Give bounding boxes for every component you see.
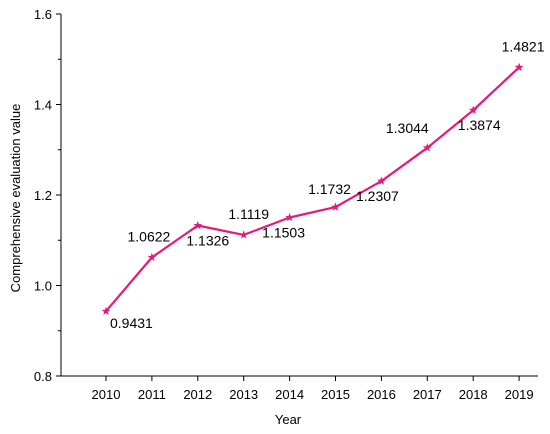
- data-label: 1.0622: [127, 228, 170, 244]
- data-label: 1.4821: [502, 38, 545, 54]
- x-tick-label: 2016: [367, 387, 396, 402]
- data-point-marker: [331, 202, 340, 211]
- x-tick-label: 2019: [505, 387, 534, 402]
- y-tick-label: 1.0: [34, 279, 52, 294]
- x-tick-label: 2015: [321, 387, 350, 402]
- data-point-marker: [468, 105, 478, 114]
- data-point-marker: [193, 220, 203, 230]
- data-point-marker: [514, 62, 524, 72]
- data-label: 1.3874: [458, 117, 501, 133]
- data-label: 1.1119: [228, 206, 269, 222]
- data-point-marker: [377, 176, 386, 185]
- x-axis-title: Year: [275, 412, 302, 427]
- series-line: [105, 66, 520, 312]
- y-axis-title: Comprehensive evaluation value: [8, 104, 23, 293]
- x-tick-label: 2012: [183, 387, 212, 402]
- x-tick-label: 2011: [138, 387, 166, 402]
- x-tick-label: 2010: [92, 387, 121, 402]
- data-point-marker: [422, 143, 432, 152]
- y-tick-label: 0.8: [34, 369, 52, 384]
- data-label: 1.3044: [386, 120, 429, 136]
- data-point-marker: [239, 230, 249, 239]
- data-label: 1.1326: [186, 232, 229, 248]
- x-tick-label: 2017: [413, 387, 442, 402]
- x-tick-label: 2013: [229, 387, 258, 402]
- x-tick-label: 2018: [459, 387, 488, 402]
- data-point-marker: [101, 306, 111, 315]
- x-tick-label: 2014: [275, 387, 304, 402]
- series-group: [101, 62, 524, 315]
- data-label: 1.1503: [262, 224, 305, 240]
- data-point-marker: [147, 252, 157, 262]
- data-label: 0.9431: [110, 315, 153, 331]
- data-label: 1.1732: [308, 181, 351, 197]
- y-tick-label: 1.4: [34, 98, 52, 113]
- axes: 0.8 1.0 1.2 1.4 1.6 2010 2011 2012 2013 2014 2015 2…: [34, 7, 538, 402]
- y-tick-label: 1.2: [34, 188, 52, 203]
- data-label: 1.2307: [356, 188, 399, 204]
- y-tick-label: 1.6: [34, 7, 52, 22]
- data-point-marker: [285, 212, 294, 222]
- data-labels: 0.9431 1.0622 1.1326 1.1119 1.1503 1.1732 1.23…: [110, 38, 545, 331]
